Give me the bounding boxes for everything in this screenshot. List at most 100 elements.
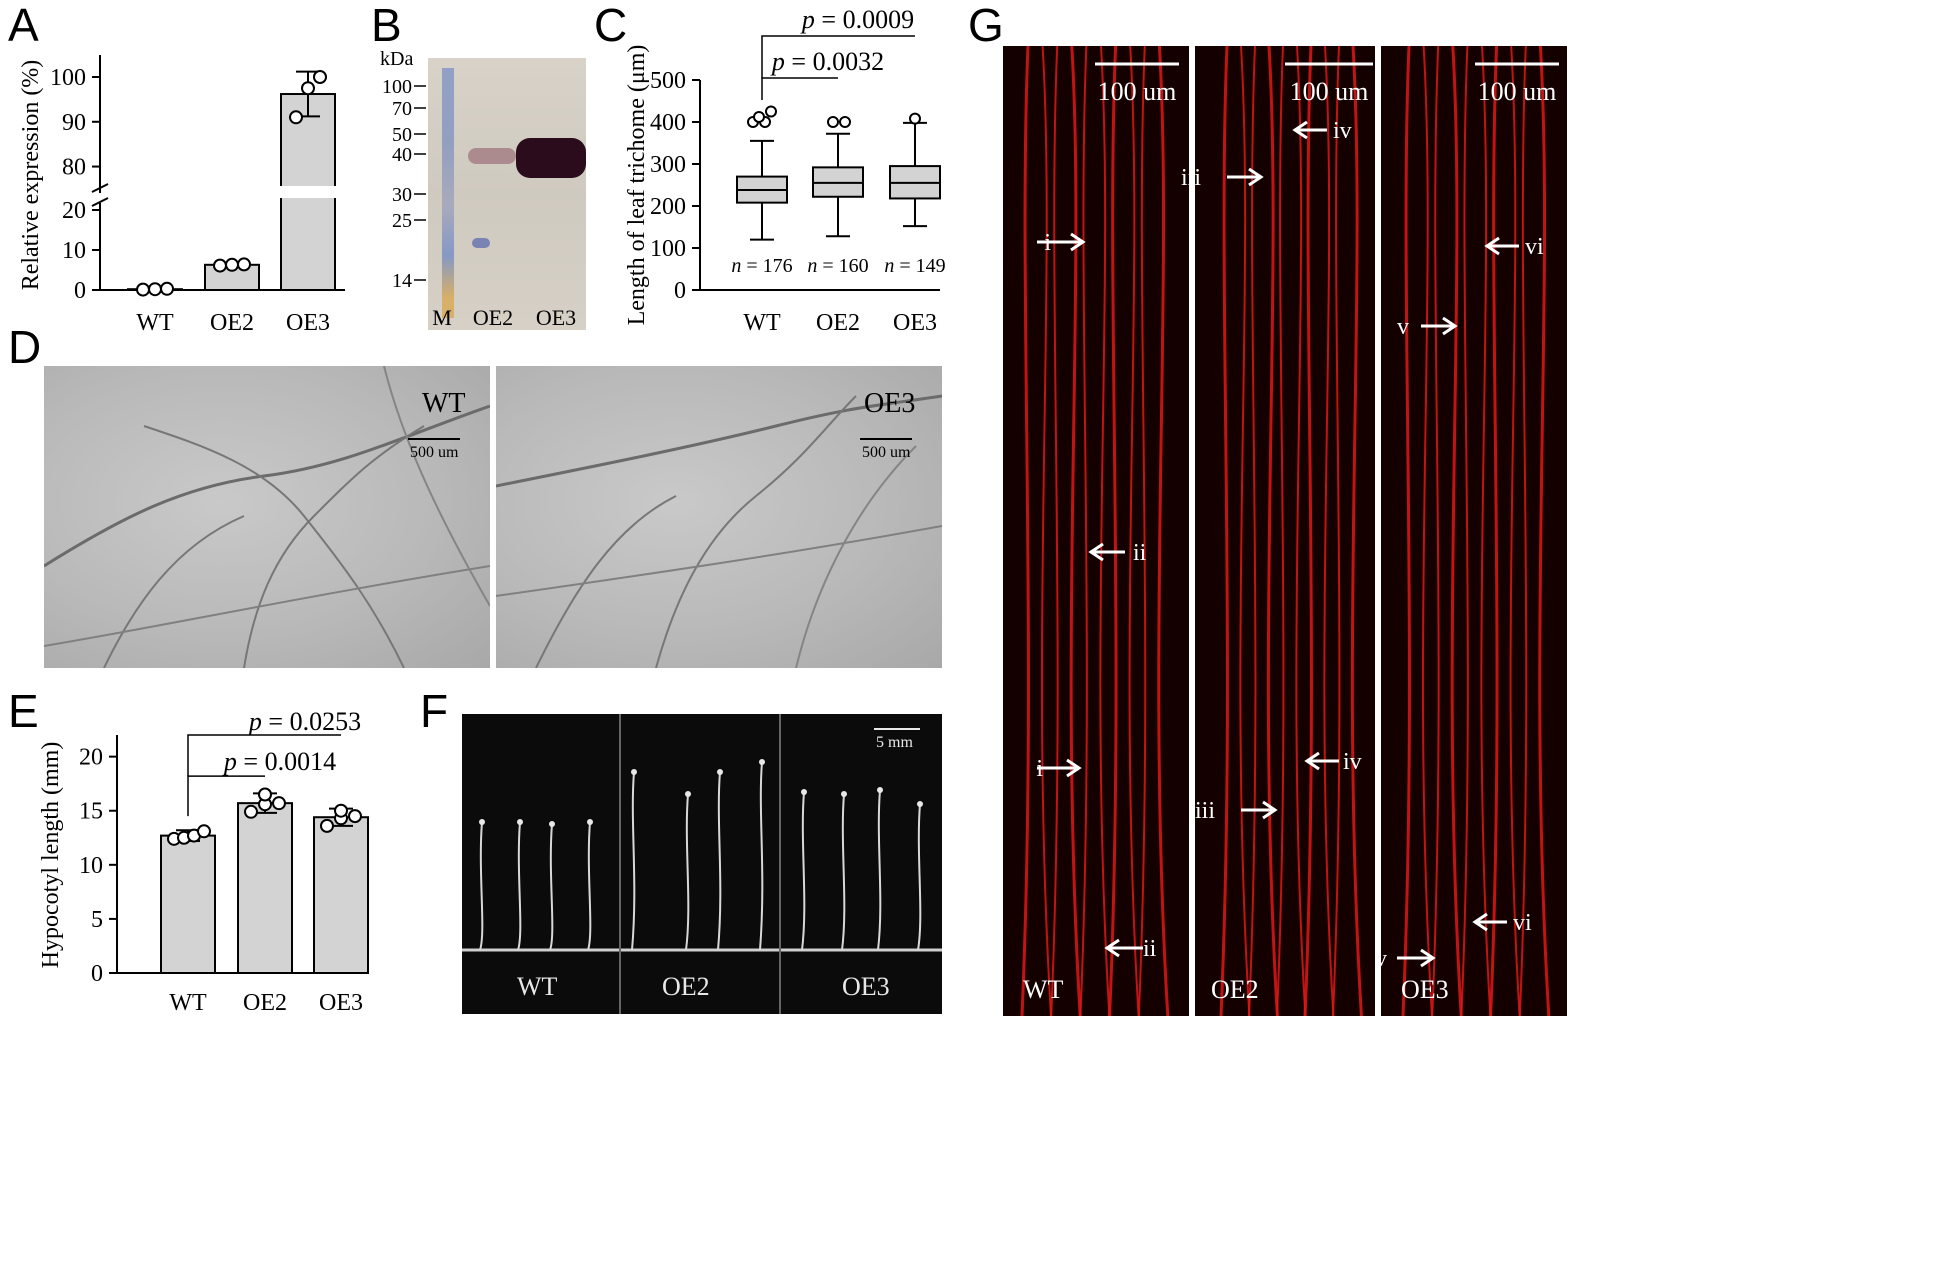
scalebar-text: 100 um [1290, 77, 1369, 106]
y-tick-label: 200 [650, 194, 686, 220]
data-point [313, 70, 327, 84]
seedling [587, 821, 592, 951]
leaf-photo-oe3: OE3 500 um [496, 366, 942, 668]
data-point [213, 258, 227, 273]
y-tick-label: 15 [79, 799, 103, 825]
seedling [631, 771, 636, 951]
cotyledon [841, 791, 847, 797]
outlier-point [909, 112, 921, 125]
panel-letter-a: A [8, 0, 39, 51]
panel-letter-g: G [968, 0, 1004, 51]
microtubule-filament [1332, 46, 1341, 1016]
y-tick-label: 300 [650, 152, 686, 178]
y-tick-label: 0 [74, 278, 86, 304]
marker-label: 70 [392, 98, 412, 120]
image-label: WT [1023, 975, 1064, 1004]
arrow-label: iv [1333, 118, 1352, 144]
microtubule-filament [1489, 46, 1499, 1016]
seedling-label-oe3: OE3 [842, 972, 890, 1001]
outlier-point [765, 105, 777, 118]
microtubule-filament [1099, 46, 1111, 1016]
oe2-band [468, 148, 516, 164]
cotyledon [685, 791, 691, 797]
x-tick-label: OE3 [319, 990, 363, 1016]
data-point [225, 257, 239, 272]
microtubule-filament [1509, 46, 1521, 1016]
data-point [258, 787, 272, 802]
arrow-label: v [1375, 946, 1387, 972]
marker-lane [442, 68, 454, 318]
microtubule-filament [1050, 46, 1059, 1016]
data-point [148, 282, 162, 297]
comparison-bracket [761, 35, 915, 78]
seedling-scalebar [874, 728, 920, 730]
microtubule-filament [1401, 46, 1411, 1016]
bar [313, 816, 369, 974]
fluor-image-oe3 [1381, 46, 1567, 1016]
fluor-filaments-oe3 [1401, 46, 1551, 1016]
data-point [348, 809, 362, 824]
arrow-head [1442, 316, 1458, 336]
comparison-bracket [187, 734, 341, 777]
cotyledon [717, 769, 723, 775]
comparison-p-value: p = 0.0253 [247, 707, 361, 736]
panel-letter-f: F [420, 685, 449, 737]
y-tick-label: 500 [650, 68, 686, 94]
microtubule-filament [1219, 46, 1229, 1016]
bar-break-gap [278, 186, 338, 198]
panel-letter-e: E [8, 685, 39, 737]
seedling [877, 789, 882, 951]
axis-break-mark [91, 183, 109, 193]
leaf-scalebar-text-wt: 500 um [410, 444, 459, 461]
y-axis-label: Relative expression (%) [18, 60, 44, 291]
microtubule-filament [1128, 46, 1140, 1016]
fluor-image-oe2 [1195, 46, 1375, 1016]
seedling [517, 821, 522, 951]
x-tick-label: OE2 [816, 310, 860, 336]
panel-letter-b: B [371, 0, 402, 51]
microtubule-filament [1276, 46, 1285, 1016]
panel-letter-c: C [594, 0, 628, 51]
data-point [197, 824, 211, 839]
arrow-head [1104, 938, 1120, 958]
microtubule-filament [1480, 46, 1492, 1016]
microtubule-filament [1303, 46, 1313, 1016]
x-tick-label: OE2 [243, 990, 287, 1016]
y-tick-label: 80 [62, 155, 86, 181]
microtubule-filament [1450, 46, 1463, 1016]
y-axis-label: Length of leaf trichome (μm) [624, 45, 650, 326]
seedling [717, 771, 722, 951]
arrow-label: iii [1195, 798, 1215, 824]
marker-label: 25 [392, 210, 412, 232]
fluor-filaments-wt [1020, 46, 1170, 1016]
scalebar-text: 100 um [1478, 77, 1557, 106]
seedling-label-wt: WT [517, 972, 558, 1001]
seedling-drawing [462, 714, 942, 1014]
marker-label: 100 [382, 76, 412, 98]
data-point [136, 282, 150, 297]
lane-label: OE2 [473, 305, 513, 330]
y-tick-label: 400 [650, 110, 686, 136]
comparison-p-value: p = 0.0014 [222, 747, 336, 776]
microtubule-filament [1157, 46, 1170, 1016]
arrow-head [1088, 542, 1104, 562]
seedling [759, 761, 764, 951]
outlier-point [753, 110, 765, 123]
leaf-scalebar-wt [408, 438, 460, 440]
arrow-head [1472, 912, 1488, 932]
arrow-label: vi [1513, 910, 1532, 936]
scalebar-text: 100 um [1098, 77, 1177, 106]
y-tick-label: 20 [62, 198, 86, 224]
arrow-head [1248, 167, 1264, 187]
marker-label: 40 [392, 144, 412, 166]
microtubule-filament [1460, 46, 1469, 1016]
seedling [479, 821, 484, 951]
arrow-head [1292, 120, 1308, 140]
seedling [549, 823, 554, 951]
n-label: n = 149 [884, 255, 945, 277]
data-point [320, 818, 334, 833]
arrow-head [1304, 751, 1320, 771]
